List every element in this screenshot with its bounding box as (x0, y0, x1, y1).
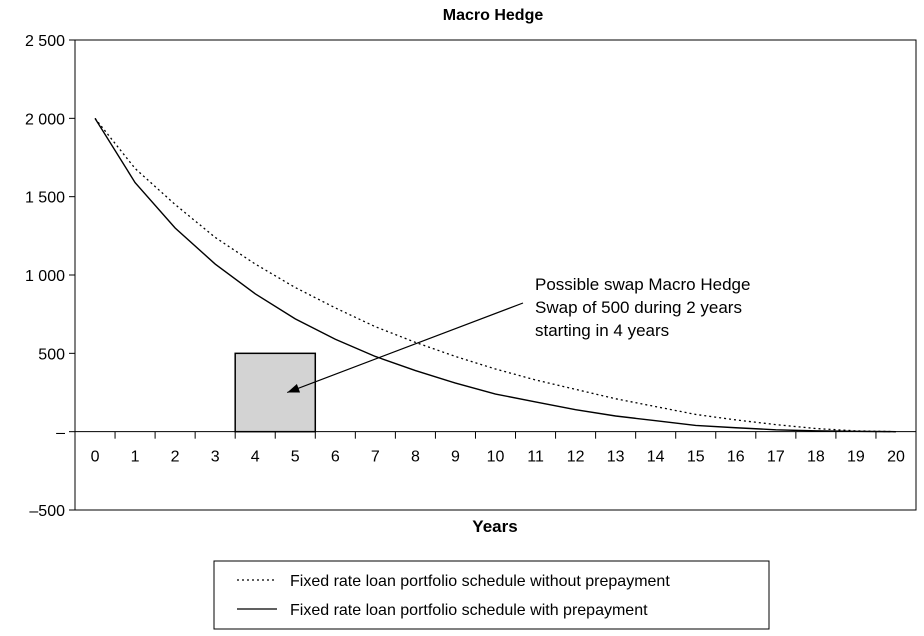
y-tick-label: 500 (38, 346, 65, 363)
x-tick-label: 17 (767, 449, 785, 466)
x-tick-label: 7 (371, 449, 380, 466)
legend-label-with-prepayment: Fixed rate loan portfolio schedule with … (290, 602, 648, 619)
legend-box (213, 560, 770, 630)
legend: Fixed rate loan portfolio schedule witho… (213, 560, 770, 630)
x-tick-label: 1 (131, 449, 140, 466)
annotation-line: Swap of 500 during 2 years (535, 298, 742, 317)
annotation-arrow-head (287, 384, 301, 393)
x-axis: 0 1 2 3 4 5 6 7 8 9 10 11 12 13 14 15 16 17 18 19 20 (74, 431, 917, 466)
legend-label-without-prepayment: Fixed rate loan portfolio schedule witho… (290, 573, 670, 590)
x-tick-label: 13 (607, 449, 625, 466)
annotation-line: starting in 4 years (535, 321, 669, 340)
x-tick-label: 9 (451, 449, 460, 466)
x-axis-label: Years (472, 517, 517, 536)
x-tick-label: 4 (251, 449, 260, 466)
y-tick-label: 1 500 (25, 190, 65, 207)
y-tick-label: 1 000 (25, 268, 65, 285)
x-tick-label: 12 (567, 449, 585, 466)
x-tick-label: 8 (411, 449, 420, 466)
x-tick-label: 10 (487, 449, 505, 466)
x-tick-label: 20 (887, 449, 905, 466)
swap-box-layer (234, 352, 317, 433)
y-tick-label: 2 500 (25, 33, 65, 50)
series-line-without-prepayment (94, 117, 896, 433)
series-line-with-prepayment (94, 117, 896, 433)
y-tick-label: – (56, 425, 65, 442)
y-tick-label: –500 (29, 503, 65, 520)
x-tick-label: 5 (291, 449, 300, 466)
x-tick-label: 19 (847, 449, 865, 466)
annotation-layer: Possible swap Macro Hedge Swap of 500 dur… (287, 275, 750, 394)
x-tick-label: 11 (527, 449, 544, 466)
x-tick-label: 6 (331, 449, 340, 466)
y-tick-label: 2 000 (25, 111, 65, 128)
plot-frame (74, 39, 917, 511)
annotation-line: Possible swap Macro Hedge (535, 275, 750, 294)
x-tick-label: 0 (91, 449, 100, 466)
x-tick-label: 16 (727, 449, 745, 466)
annotation-arrow-line (287, 302, 524, 394)
series-layer (94, 117, 896, 433)
x-tick-label: 2 (171, 449, 180, 466)
x-tick-label: 14 (647, 449, 665, 466)
x-tick-label: 3 (211, 449, 220, 466)
x-tick-label: 18 (807, 449, 825, 466)
x-tick-label: 15 (687, 449, 705, 466)
chart-title: Macro Hedge (443, 7, 544, 24)
swap-box (234, 352, 317, 433)
